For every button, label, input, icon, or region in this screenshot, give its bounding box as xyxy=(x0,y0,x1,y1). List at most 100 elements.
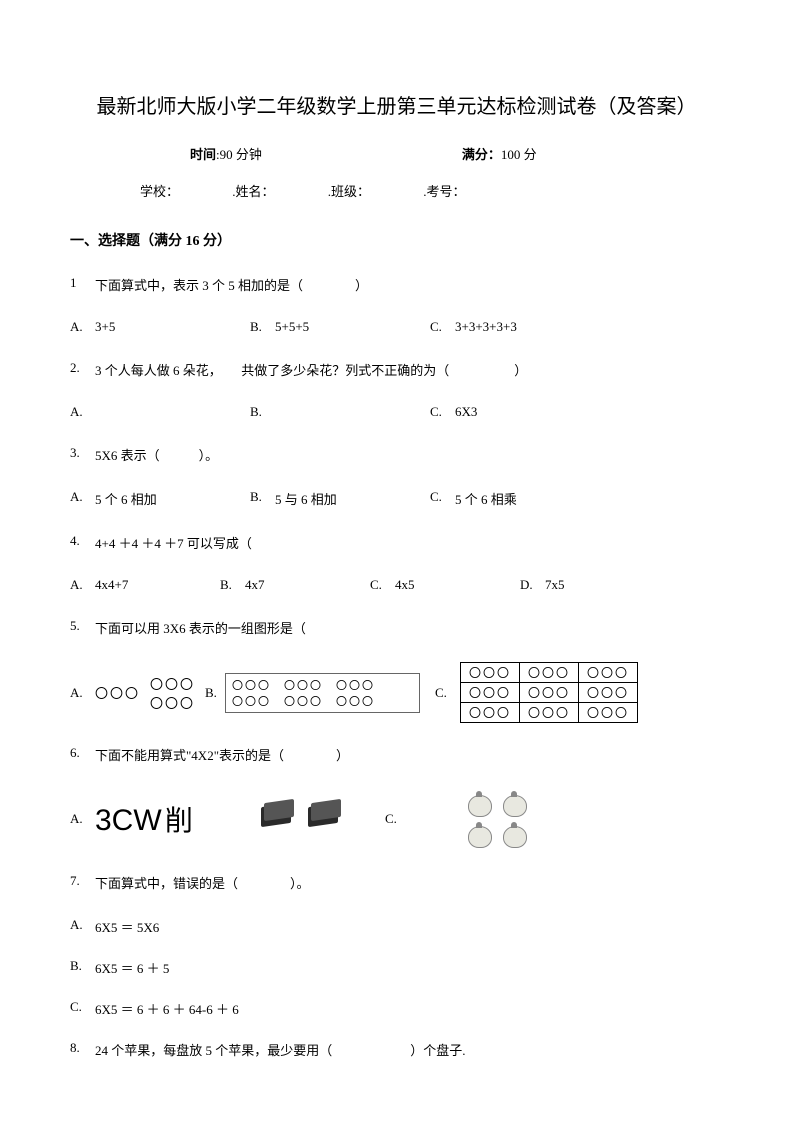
class-field: .班级： xyxy=(328,181,370,200)
opt-a-label: A. xyxy=(70,811,95,827)
opt-b-label: B. xyxy=(250,489,275,508)
q7-opt-c-text: 6X5 ＝ 6 ＋ 6 ＋ 64-6 ＋ 6 xyxy=(95,999,239,1018)
peach-icon xyxy=(500,789,528,817)
q4-opt-b: 4x7 xyxy=(245,577,265,593)
q4-opt-c: 4x5 xyxy=(395,577,415,593)
q7-opt-a: A. 6X5 ＝ 5X6 xyxy=(70,917,723,936)
opt-b-label: B. xyxy=(205,685,225,701)
q5-text: 下面可以用 3X6 表示的一组图形是（ xyxy=(95,618,723,637)
book-icon xyxy=(258,801,296,833)
circle-icon: 〇〇〇 xyxy=(150,693,205,712)
id-field: .考号： xyxy=(423,181,465,200)
q4-options: A.4x4+7 B.4x7 C.4x5 D.7x5 xyxy=(70,577,723,593)
section-1-header: 一、选择题（满分 16 分） xyxy=(70,230,723,250)
grid-cell: 〇〇〇 xyxy=(461,663,520,683)
opt-c-label: C. xyxy=(430,319,455,335)
opt-a-label: A. xyxy=(70,489,95,508)
q3-num: 3. xyxy=(70,445,95,464)
peach-icon xyxy=(500,820,528,848)
q5-num: 5. xyxy=(70,618,95,637)
score-label: 满分： xyxy=(462,147,501,162)
question-3: 3. 5X6 表示（ ）。 xyxy=(70,445,723,464)
q7-opt-c: C. 6X5 ＝ 6 ＋ 6 ＋ 64-6 ＋ 6 xyxy=(70,999,723,1018)
q1-opt-c: 3+3+3+3+3 xyxy=(455,319,517,335)
q3-opt-a: 5 个 6 相加 xyxy=(95,489,157,508)
question-2: 2. 3 个人每人做 6 朵花， 共做了多少朵花？列式不正确的为（ ） xyxy=(70,360,723,379)
q1-options: A.3+5 B.5+5+5 C.3+3+3+3+3 xyxy=(70,319,723,335)
q5-opt-a-circles: 〇〇〇 xyxy=(95,683,150,702)
circle-row-icon: 〇〇〇 〇〇〇 〇〇〇 xyxy=(232,677,413,693)
grid-cell: 〇〇〇 xyxy=(579,663,638,683)
opt-d-label: D. xyxy=(520,577,545,593)
q1-text: 下面算式中，表示 3 个 5 相加的是（ ） xyxy=(95,275,723,294)
grid-cell: 〇〇〇 xyxy=(520,663,579,683)
opt-b-label: B. xyxy=(220,577,245,593)
q5-opt-c-grid: 〇〇〇〇〇〇〇〇〇 〇〇〇〇〇〇〇〇〇 〇〇〇〇〇〇〇〇〇 xyxy=(460,662,638,723)
grid-cell: 〇〇〇 xyxy=(461,683,520,703)
opt-a-label: A. xyxy=(70,685,95,701)
opt-c-label: C. xyxy=(430,404,455,420)
q3-opt-c: 5 个 6 相乘 xyxy=(455,489,517,508)
q3-opt-b: 5 与 6 相加 xyxy=(275,489,337,508)
meta-row: 时间:90 分钟 满分：100 分 xyxy=(70,144,723,163)
q6-opt-c-peaches xyxy=(465,789,532,848)
big-text-icon: 3CW xyxy=(95,804,162,837)
peach-icon xyxy=(465,789,493,817)
q3-text: 5X6 表示（ ）。 xyxy=(95,445,723,464)
opt-c-label: C. xyxy=(435,685,460,701)
q2-num: 2. xyxy=(70,360,95,379)
opt-b-label: B. xyxy=(70,958,95,977)
time-value: :90 分钟 xyxy=(216,147,262,162)
opt-a-label: A. xyxy=(70,319,95,335)
info-row: 学校： .姓名： .班级： .考号： xyxy=(70,181,723,200)
q8-text: 24 个苹果，每盘放 5 个苹果，最少要用（ ）个盘子. xyxy=(95,1040,723,1059)
q7-num: 7. xyxy=(70,873,95,892)
opt-a-label: A. xyxy=(70,577,95,593)
score-value: 100 分 xyxy=(501,147,537,162)
grid-cell: 〇〇〇 xyxy=(520,683,579,703)
opt-c-label: C. xyxy=(70,999,95,1018)
q2-options: A. B. C.6X3 xyxy=(70,404,723,420)
q1-opt-b: 5+5+5 xyxy=(275,319,309,335)
q4-opt-a: 4x4+7 xyxy=(95,577,128,593)
question-6: 6. 下面不能用算式"4X2"表示的是（ ） xyxy=(70,745,723,764)
circle-icon: 〇〇〇 xyxy=(95,683,150,702)
school-field: 学校： xyxy=(140,181,179,200)
question-5: 5. 下面可以用 3X6 表示的一组图形是（ xyxy=(70,618,723,637)
q5-opt-b-group: 〇〇〇 〇〇〇 〇〇〇 〇〇〇 〇〇〇 〇〇〇 xyxy=(225,673,420,713)
time-info: 时间:90 分钟 xyxy=(190,144,262,163)
opt-c-label: C. xyxy=(430,489,455,508)
q7-opt-b: B. 6X5 ＝ 6 ＋ 5 xyxy=(70,958,723,977)
q5-options: A. 〇〇〇 〇〇〇 〇〇〇 B. 〇〇〇 〇〇〇 〇〇〇 〇〇〇 〇〇〇 〇〇… xyxy=(70,662,723,723)
question-1: 1 下面算式中，表示 3 个 5 相加的是（ ） xyxy=(70,275,723,294)
grid-cell: 〇〇〇 xyxy=(520,703,579,723)
grid-cell: 〇〇〇 xyxy=(579,703,638,723)
q8-num: 8. xyxy=(70,1040,95,1059)
q3-options: A.5 个 6 相加 B.5 与 6 相加 C.5 个 6 相乘 xyxy=(70,489,723,508)
q4-text: 4+4 ＋4 ＋4 ＋7 可以写成（ xyxy=(95,533,723,552)
q7-opt-b-text: 6X5 ＝ 6 ＋ 5 xyxy=(95,958,169,977)
q7-text: 下面算式中，错误的是（ ）。 xyxy=(95,873,723,892)
opt-c-label: C. xyxy=(385,811,465,827)
time-label: 时间 xyxy=(190,147,216,162)
opt-b-label: B. xyxy=(250,319,275,335)
question-4: 4. 4+4 ＋4 ＋4 ＋7 可以写成（ xyxy=(70,533,723,552)
q4-num: 4. xyxy=(70,533,95,552)
peach-icon xyxy=(465,820,493,848)
grid-cell: 〇〇〇 xyxy=(579,683,638,703)
q6-text: 下面不能用算式"4X2"表示的是（ ） xyxy=(95,745,723,764)
q2-text: 3 个人每人做 6 朵花， 共做了多少朵花？列式不正确的为（ ） xyxy=(95,360,723,379)
question-8: 8. 24 个苹果，每盘放 5 个苹果，最少要用（ ）个盘子. xyxy=(70,1040,723,1059)
opt-a-label: A. xyxy=(70,404,95,420)
grid-cell: 〇〇〇 xyxy=(461,703,520,723)
opt-c-label: C. xyxy=(370,577,395,593)
question-7: 7. 下面算式中，错误的是（ ）。 xyxy=(70,873,723,892)
q7-opt-a-text: 6X5 ＝ 5X6 xyxy=(95,917,159,936)
circle-icon: 〇〇〇 xyxy=(150,674,205,693)
q1-opt-a: 3+5 xyxy=(95,319,115,335)
q5-opt-a2-circles: 〇〇〇 〇〇〇 xyxy=(150,674,205,712)
q1-num: 1 xyxy=(70,275,95,294)
q6-num: 6. xyxy=(70,745,95,764)
page-title: 最新北师大版小学二年级数学上册第三单元达标检测试卷（及答案） xyxy=(70,90,723,119)
q6-opt-a: 3CW 削 xyxy=(95,799,255,839)
